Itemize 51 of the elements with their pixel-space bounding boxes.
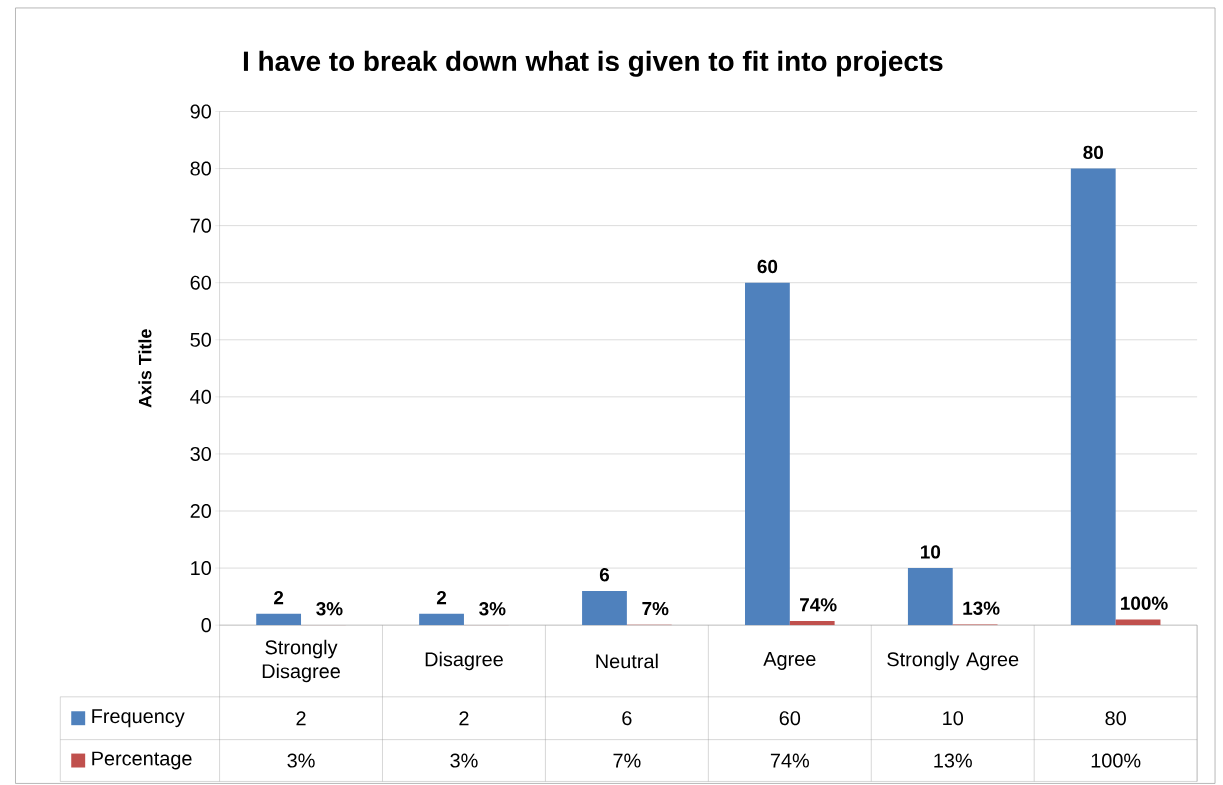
text: 74% (800, 597, 837, 612)
y-tick-label: 60 (190, 275, 212, 290)
data-label: 7% (613, 753, 641, 768)
data-label: 6 (622, 710, 632, 726)
y-tick-label: 20 (190, 503, 212, 518)
text: 2 (274, 590, 284, 605)
y-tick-label: 90 (190, 104, 212, 119)
y-tick-label: 10 (191, 560, 212, 575)
data-label: 3% (450, 753, 478, 768)
y-tick-label: 0 (201, 617, 212, 632)
y-tick-label: 50 (190, 332, 212, 347)
data-label: 10 (943, 710, 964, 726)
data-label: 60 (779, 710, 801, 726)
text: 3% (316, 601, 343, 616)
y-axis-title: Axis Title (138, 329, 152, 408)
data-label: 2 (459, 711, 469, 725)
x-tick-label: Disagree (425, 651, 503, 671)
legend-label: Percentage (92, 751, 192, 770)
data-label: 100% (1091, 753, 1141, 768)
text: 10 (921, 544, 941, 559)
bar (582, 590, 627, 625)
data-label: 80 (1105, 710, 1126, 726)
x-tick-label: Neutral (596, 653, 658, 669)
data-label: 13% (934, 753, 972, 768)
x-tick-label: Agree (763, 651, 816, 670)
bar (789, 620, 835, 625)
text: 100% (1121, 596, 1168, 610)
bar (1070, 168, 1116, 625)
y-tick-label: 40 (190, 389, 212, 404)
text: 2 (436, 590, 447, 605)
text: 60 (757, 259, 778, 274)
text: 6 (599, 567, 610, 582)
y-tick-label: 30 (190, 446, 212, 461)
text: 13% (963, 601, 1000, 615)
bar (745, 282, 790, 625)
bar (256, 613, 302, 625)
text: 7% (642, 601, 669, 616)
bar (907, 567, 953, 625)
data-label: 2 (296, 711, 306, 725)
legend-label: Frequency (92, 709, 185, 727)
bar (419, 613, 464, 625)
data-label: 74% (770, 753, 810, 768)
x-tick-label: Strongly Disagree (262, 639, 340, 683)
text: 80 (1083, 145, 1103, 159)
y-tick-label: 80 (190, 161, 212, 176)
chart-title: I have to break down what is given to fit into projects (243, 50, 943, 77)
data-label: 3% (287, 753, 315, 768)
y-tick-label: 70 (190, 218, 212, 233)
text: 3% (479, 601, 506, 616)
x-tick-label: Strongly Agree (887, 651, 1019, 671)
bar (1115, 619, 1161, 625)
